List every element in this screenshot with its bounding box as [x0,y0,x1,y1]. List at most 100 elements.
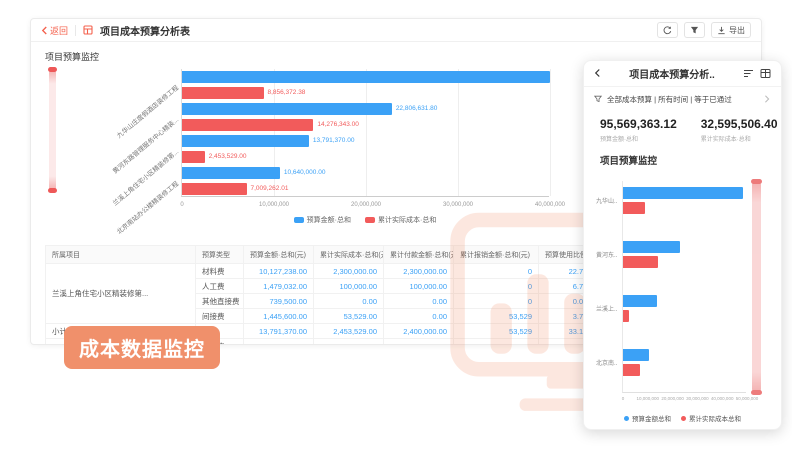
value-cell[interactable]: 0.00 [383,308,454,324]
panel-chart-scrollbar[interactable] [751,179,762,395]
table-view-icon[interactable] [760,68,771,79]
legend-dot [624,415,629,421]
header-divider [75,24,77,36]
value-cell[interactable]: 53,529 [453,323,539,339]
back-button[interactable]: 返回 [41,24,68,37]
value-cell[interactable]: 739,500.00 [243,293,314,309]
actual-cost-bar[interactable] [182,119,314,131]
value-cell[interactable]: 53,529 [453,308,539,324]
value-cell[interactable]: 7,240,000.00 [243,338,314,344]
x-axis-tick: 30,000,000 [442,202,474,208]
value-cell[interactable]: 53,529.00 [313,308,384,324]
value-cell[interactable]: 0.00 [383,293,454,309]
value-cell[interactable]: 100,000.00 [383,278,454,294]
column-header: 累计报销金额·总和(元) [453,245,539,264]
category-label: 黄河东.. [596,253,618,259]
x-axis-tick: 20,000,000 [350,202,382,208]
grid-line [366,69,367,196]
budget-bar[interactable] [182,103,392,115]
window-header: 返回 项目成本预算分析表 导出 [31,19,761,42]
export-icon [718,26,725,34]
back-label: 返回 [50,25,69,36]
column-header: 累计实际成本·总和(元) [313,245,384,264]
legend-dot [681,415,686,421]
x-axis-tick: 0 [621,396,625,401]
budget-bar[interactable] [623,241,680,253]
scrollbar-handle-bottom[interactable] [751,390,762,395]
value-cell[interactable]: 1,445,600.00 [243,308,314,324]
bar-value-label: 7,009,262.01 [250,185,289,192]
grid-line [274,69,275,196]
panel-bar-chart: 0 10,000,000 20,000,000 30,000,000 40,000,00… [596,179,772,407]
chart-legend: 预算金额·总和 累计实际成本·总和 [181,215,549,225]
panel-section-title: 项目预算监控 [600,156,658,167]
scrollbar-handle-top[interactable] [751,179,762,184]
chart-plot-area: 0 10,000,000 20,000,000 30,000,000 40,000,00… [112,69,565,236]
budget-bar[interactable] [182,71,550,83]
legend-label: 预算金额·总和 [306,217,351,224]
report-icon [83,25,93,35]
panel-filter-bar[interactable]: 全部成本预算 | 所有时间 | 等于已通过 [584,87,781,111]
bar-value-label: 22,806,631.80 [395,105,438,112]
value-cell[interactable]: 5,019,004.01 [383,338,454,344]
project-cell: 兰溪上角住宅小区精装修第... [45,263,196,324]
value-cell[interactable]: 10,127,238.00 [243,263,314,279]
panel-back-button[interactable] [594,65,601,83]
actual-cost-bar[interactable] [182,151,205,163]
chart-zoom-slider[interactable] [48,67,57,193]
panel-chart-legend: 预算金额总和 累计实际成本总和 [584,413,781,423]
value-cell[interactable]: 2,300,000.00 [383,263,454,279]
section-title: 项目预算监控 [45,52,100,62]
list-view-icon[interactable] [743,68,754,79]
category-label: 九华山.. [596,199,618,205]
filter-button[interactable] [684,22,705,38]
actual-cost-bar[interactable] [182,87,264,99]
budget-bar[interactable] [182,135,309,147]
value-cell[interactable]: 0 [453,278,539,294]
legend-swatch [293,217,304,223]
value-cell[interactable]: 0 [453,293,539,309]
x-axis-tick: 40,000,000 [534,202,566,208]
slider-handle-top[interactable] [48,67,57,72]
funnel-icon [690,26,699,33]
value-cell[interactable]: 5,019,004.01 [313,338,384,344]
x-axis-tick: 20,000,000 [661,396,684,401]
value-cell[interactable]: 0 [453,338,539,344]
category-label: 北京南.. [596,361,618,367]
export-button[interactable]: 导出 [711,22,751,38]
column-header: 累计付款金额·总和(元) [383,245,454,264]
actual-cost-bar[interactable] [182,183,247,195]
value-cell[interactable]: 2,300,000.00 [313,263,384,279]
chevron-left-icon [594,68,600,77]
value-cell[interactable]: 13,791,370.00 [243,323,314,339]
x-axis-tick: 40,000,000 [710,396,734,401]
stat-label: 预算金额·总和 [600,137,638,143]
value-cell[interactable]: 0 [453,263,539,279]
budget-bar[interactable] [182,167,280,179]
actual-cost-bar[interactable] [623,256,659,268]
value-cell[interactable]: 1,479,032.00 [243,278,314,294]
budget-bar[interactable] [623,187,743,199]
value-cell[interactable]: 100,000.00 [313,278,384,294]
budget-type-cell: 间接费 [195,308,244,324]
actual-cost-bar[interactable] [623,310,630,322]
legend-item[interactable]: 预算金额·总和 [293,215,351,225]
legend-item[interactable]: 预算金额总和 [624,413,671,423]
bar-value-label: 14,276,343.00 [317,121,359,128]
panel-header: 项目成本预算分析.. [584,61,781,87]
budget-bar[interactable] [623,349,650,361]
bar-value-label: 13,791,370.00 [312,137,355,144]
refresh-button[interactable] [657,22,678,38]
actual-cost-bar[interactable] [623,202,645,214]
x-axis-tick: 0 [180,202,184,208]
value-cell[interactable]: 2,400,000.00 [383,323,454,339]
legend-item[interactable]: 累计实际成本·总和 [365,215,436,225]
category-label: 兰溪上.. [596,307,618,313]
legend-label: 累计实际成本总和 [689,416,741,423]
legend-item[interactable]: 累计实际成本总和 [681,413,741,423]
slider-handle-bottom[interactable] [48,188,57,193]
value-cell[interactable]: 2,453,529.00 [313,323,384,339]
budget-bar[interactable] [623,295,658,307]
value-cell[interactable]: 0.00 [313,293,384,309]
actual-cost-bar[interactable] [623,364,641,376]
